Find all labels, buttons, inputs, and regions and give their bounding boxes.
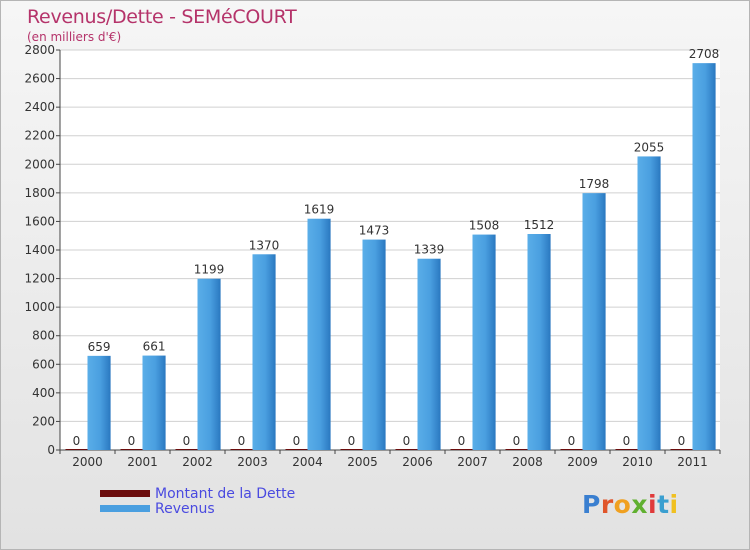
x-tick-label: 2010	[622, 455, 653, 469]
data-label-debt: 0	[238, 434, 246, 448]
x-tick-label: 2011	[677, 455, 708, 469]
chart-subtitle: (en milliers d'€)	[27, 30, 122, 44]
legend-swatch-debt	[100, 490, 150, 497]
x-tick-label: 2006	[402, 455, 433, 469]
bar-revenus	[252, 254, 276, 450]
bar-debt	[175, 449, 198, 450]
data-label-revenus: 659	[88, 340, 111, 354]
x-tick-label: 2003	[237, 455, 268, 469]
legend-label-debt: Montant de la Dette	[155, 486, 296, 502]
bar-revenus	[582, 193, 606, 450]
data-label-revenus: 1798	[579, 177, 610, 191]
data-label-revenus: 1508	[469, 219, 500, 233]
data-label-revenus: 1339	[414, 243, 445, 257]
y-tick-label: 1000	[24, 300, 55, 314]
bar-debt	[285, 449, 308, 450]
bar-revenus	[417, 258, 441, 450]
y-tick-label: 0	[47, 443, 55, 457]
data-label-debt: 0	[348, 434, 356, 448]
bar-debt	[450, 449, 473, 450]
y-tick-label: 1200	[24, 272, 55, 286]
x-tick-label: 2001	[127, 455, 158, 469]
x-tick-label: 2002	[182, 455, 213, 469]
bar-debt	[65, 449, 88, 450]
y-tick-label: 2600	[24, 72, 55, 86]
data-label-revenus: 2055	[634, 140, 665, 154]
data-label-debt: 0	[403, 434, 411, 448]
x-tick-label: 2007	[457, 455, 488, 469]
data-label-revenus: 1473	[359, 224, 390, 238]
data-label-debt: 0	[568, 434, 576, 448]
bar-revenus	[197, 278, 221, 450]
y-tick-label: 400	[32, 386, 55, 400]
data-label-debt: 0	[458, 434, 466, 448]
bar-debt	[120, 449, 143, 450]
y-tick-label: 600	[32, 357, 55, 371]
data-label-revenus: 1370	[249, 238, 280, 252]
data-label-revenus: 1199	[194, 263, 225, 277]
x-tick-label: 2000	[72, 455, 103, 469]
data-label-debt: 0	[513, 434, 521, 448]
bar-debt	[560, 449, 583, 450]
data-label-debt: 0	[128, 434, 136, 448]
bar-debt	[615, 449, 638, 450]
x-tick-label: 2005	[347, 455, 378, 469]
chart-title: Revenus/Dette - SEMéCOURT	[27, 6, 297, 28]
bar-debt	[230, 449, 253, 450]
x-tick-label: 2004	[292, 455, 323, 469]
data-label-debt: 0	[623, 434, 631, 448]
y-tick-label: 2200	[24, 129, 55, 143]
bar-debt	[395, 449, 418, 450]
legend-swatch-revenus	[100, 505, 150, 512]
y-tick-label: 1800	[24, 186, 55, 200]
x-tick-label: 2008	[512, 455, 543, 469]
bar-debt	[340, 449, 363, 450]
x-tick-label: 2009	[567, 455, 598, 469]
bar-revenus	[87, 355, 111, 450]
data-label-revenus: 1619	[304, 203, 335, 217]
y-tick-label: 200	[32, 414, 55, 428]
bar-revenus	[637, 156, 661, 450]
data-label-revenus: 661	[143, 340, 166, 354]
bar-revenus	[142, 355, 166, 450]
data-label-debt: 0	[73, 434, 81, 448]
bar-debt	[670, 449, 693, 450]
legend-label-revenus: Revenus	[155, 501, 215, 517]
y-tick-label: 800	[32, 329, 55, 343]
data-label-revenus: 2708	[689, 47, 720, 61]
y-tick-label: 2800	[24, 43, 55, 57]
bar-debt	[505, 449, 528, 450]
bar-revenus	[362, 239, 386, 450]
bar-revenus	[307, 218, 331, 450]
y-tick-label: 1600	[24, 214, 55, 228]
bar-revenus	[527, 234, 551, 450]
proxiti-logo: Proxiti	[582, 490, 679, 519]
bar-revenus	[472, 234, 496, 450]
bar-revenus	[692, 63, 716, 451]
y-tick-label: 2400	[24, 100, 55, 114]
y-tick-label: 1400	[24, 243, 55, 257]
data-label-debt: 0	[183, 434, 191, 448]
data-label-revenus: 1512	[524, 218, 555, 232]
y-tick-label: 2000	[24, 157, 55, 171]
data-label-debt: 0	[678, 434, 686, 448]
data-label-debt: 0	[293, 434, 301, 448]
